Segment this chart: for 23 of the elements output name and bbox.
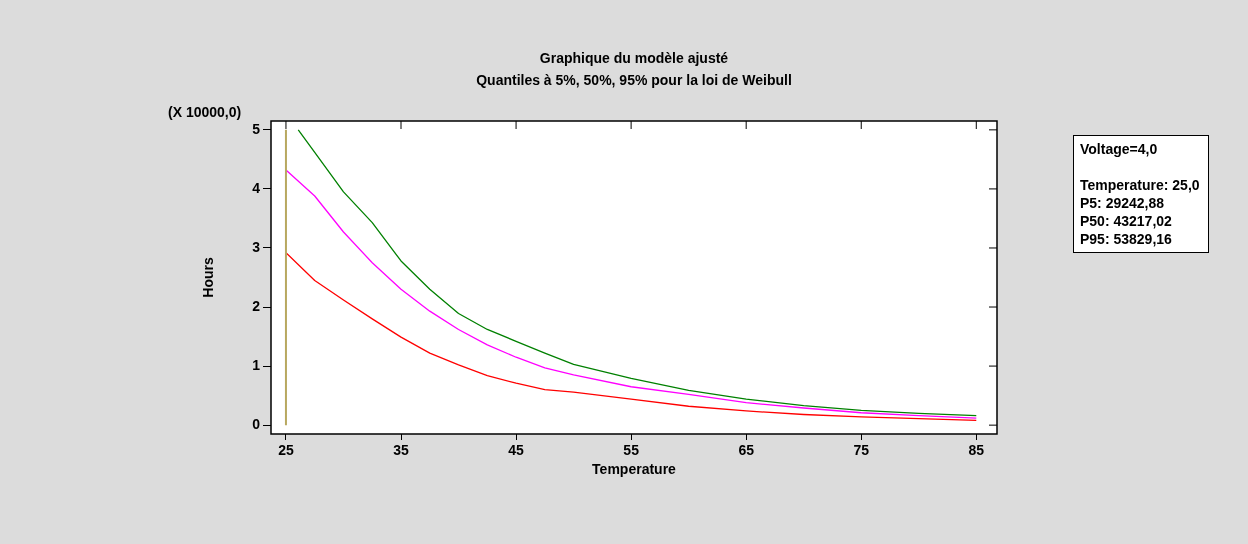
y-tick-label: 1: [252, 356, 261, 373]
x-axis-title: Temperature: [592, 461, 677, 478]
text: P95: 53829,16: [1080, 230, 1173, 248]
x-tick-label: 75: [853, 442, 870, 459]
x-tick-label: 55: [623, 442, 640, 459]
y-tick-label: 4: [252, 179, 261, 196]
x-tick-label: 65: [738, 442, 755, 459]
x-tick-label: 25: [278, 442, 294, 459]
y-axis-title: Hours: [200, 257, 217, 298]
text: Temperature: 25,0: [1080, 176, 1200, 194]
x-tick-label: 85: [968, 442, 985, 459]
y-tick-label: 5: [252, 120, 261, 137]
x-tick-label: 35: [393, 442, 410, 459]
text: P5: 29242,88: [1080, 194, 1166, 212]
y-tick-label: 0: [252, 416, 261, 432]
text: Voltage=4,0: [1080, 140, 1159, 158]
x-tick-label: 45: [508, 442, 525, 459]
chart-subtitle: Quantiles à 5%, 50%, 95% pour la loi de Weibull: [475, 72, 793, 88]
text: (X 10000,0): [168, 104, 242, 120]
y-tick-label: 3: [252, 238, 261, 255]
chart-title: Graphique du modèle ajusté: [538, 50, 730, 66]
y-tick-label: 2: [252, 297, 261, 314]
text: P50: 43217,02: [1080, 212, 1173, 230]
